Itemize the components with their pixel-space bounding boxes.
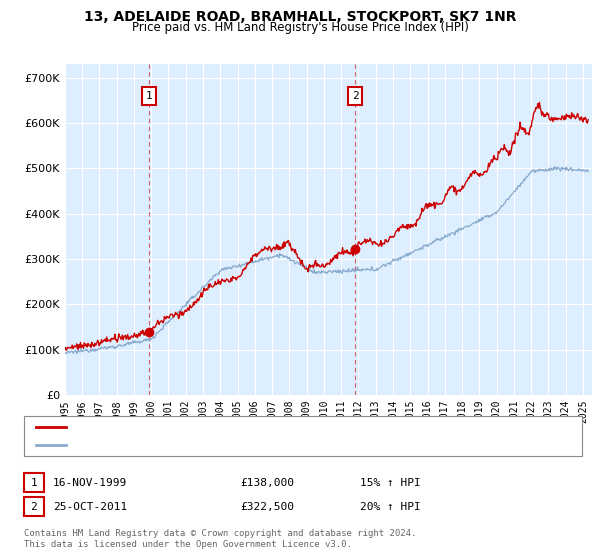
Text: 1: 1 bbox=[31, 478, 37, 488]
Text: 16-NOV-1999: 16-NOV-1999 bbox=[53, 478, 127, 488]
Text: Price paid vs. HM Land Registry's House Price Index (HPI): Price paid vs. HM Land Registry's House … bbox=[131, 21, 469, 34]
Text: 13, ADELAIDE ROAD, BRAMHALL, STOCKPORT, SK7 1NR: 13, ADELAIDE ROAD, BRAMHALL, STOCKPORT, … bbox=[84, 10, 516, 24]
Text: Contains HM Land Registry data © Crown copyright and database right 2024.
This d: Contains HM Land Registry data © Crown c… bbox=[24, 529, 416, 549]
Text: £138,000: £138,000 bbox=[240, 478, 294, 488]
Text: 2: 2 bbox=[352, 91, 359, 101]
Text: £322,500: £322,500 bbox=[240, 502, 294, 512]
Text: 25-OCT-2011: 25-OCT-2011 bbox=[53, 502, 127, 512]
Text: 15% ↑ HPI: 15% ↑ HPI bbox=[360, 478, 421, 488]
Text: 1: 1 bbox=[146, 91, 152, 101]
Text: HPI: Average price, detached house, Stockport: HPI: Average price, detached house, Stoc… bbox=[69, 440, 350, 450]
Text: 2: 2 bbox=[31, 502, 37, 512]
Text: 20% ↑ HPI: 20% ↑ HPI bbox=[360, 502, 421, 512]
Text: 13, ADELAIDE ROAD, BRAMHALL, STOCKPORT, SK7 1NR (detached house): 13, ADELAIDE ROAD, BRAMHALL, STOCKPORT, … bbox=[69, 422, 469, 432]
